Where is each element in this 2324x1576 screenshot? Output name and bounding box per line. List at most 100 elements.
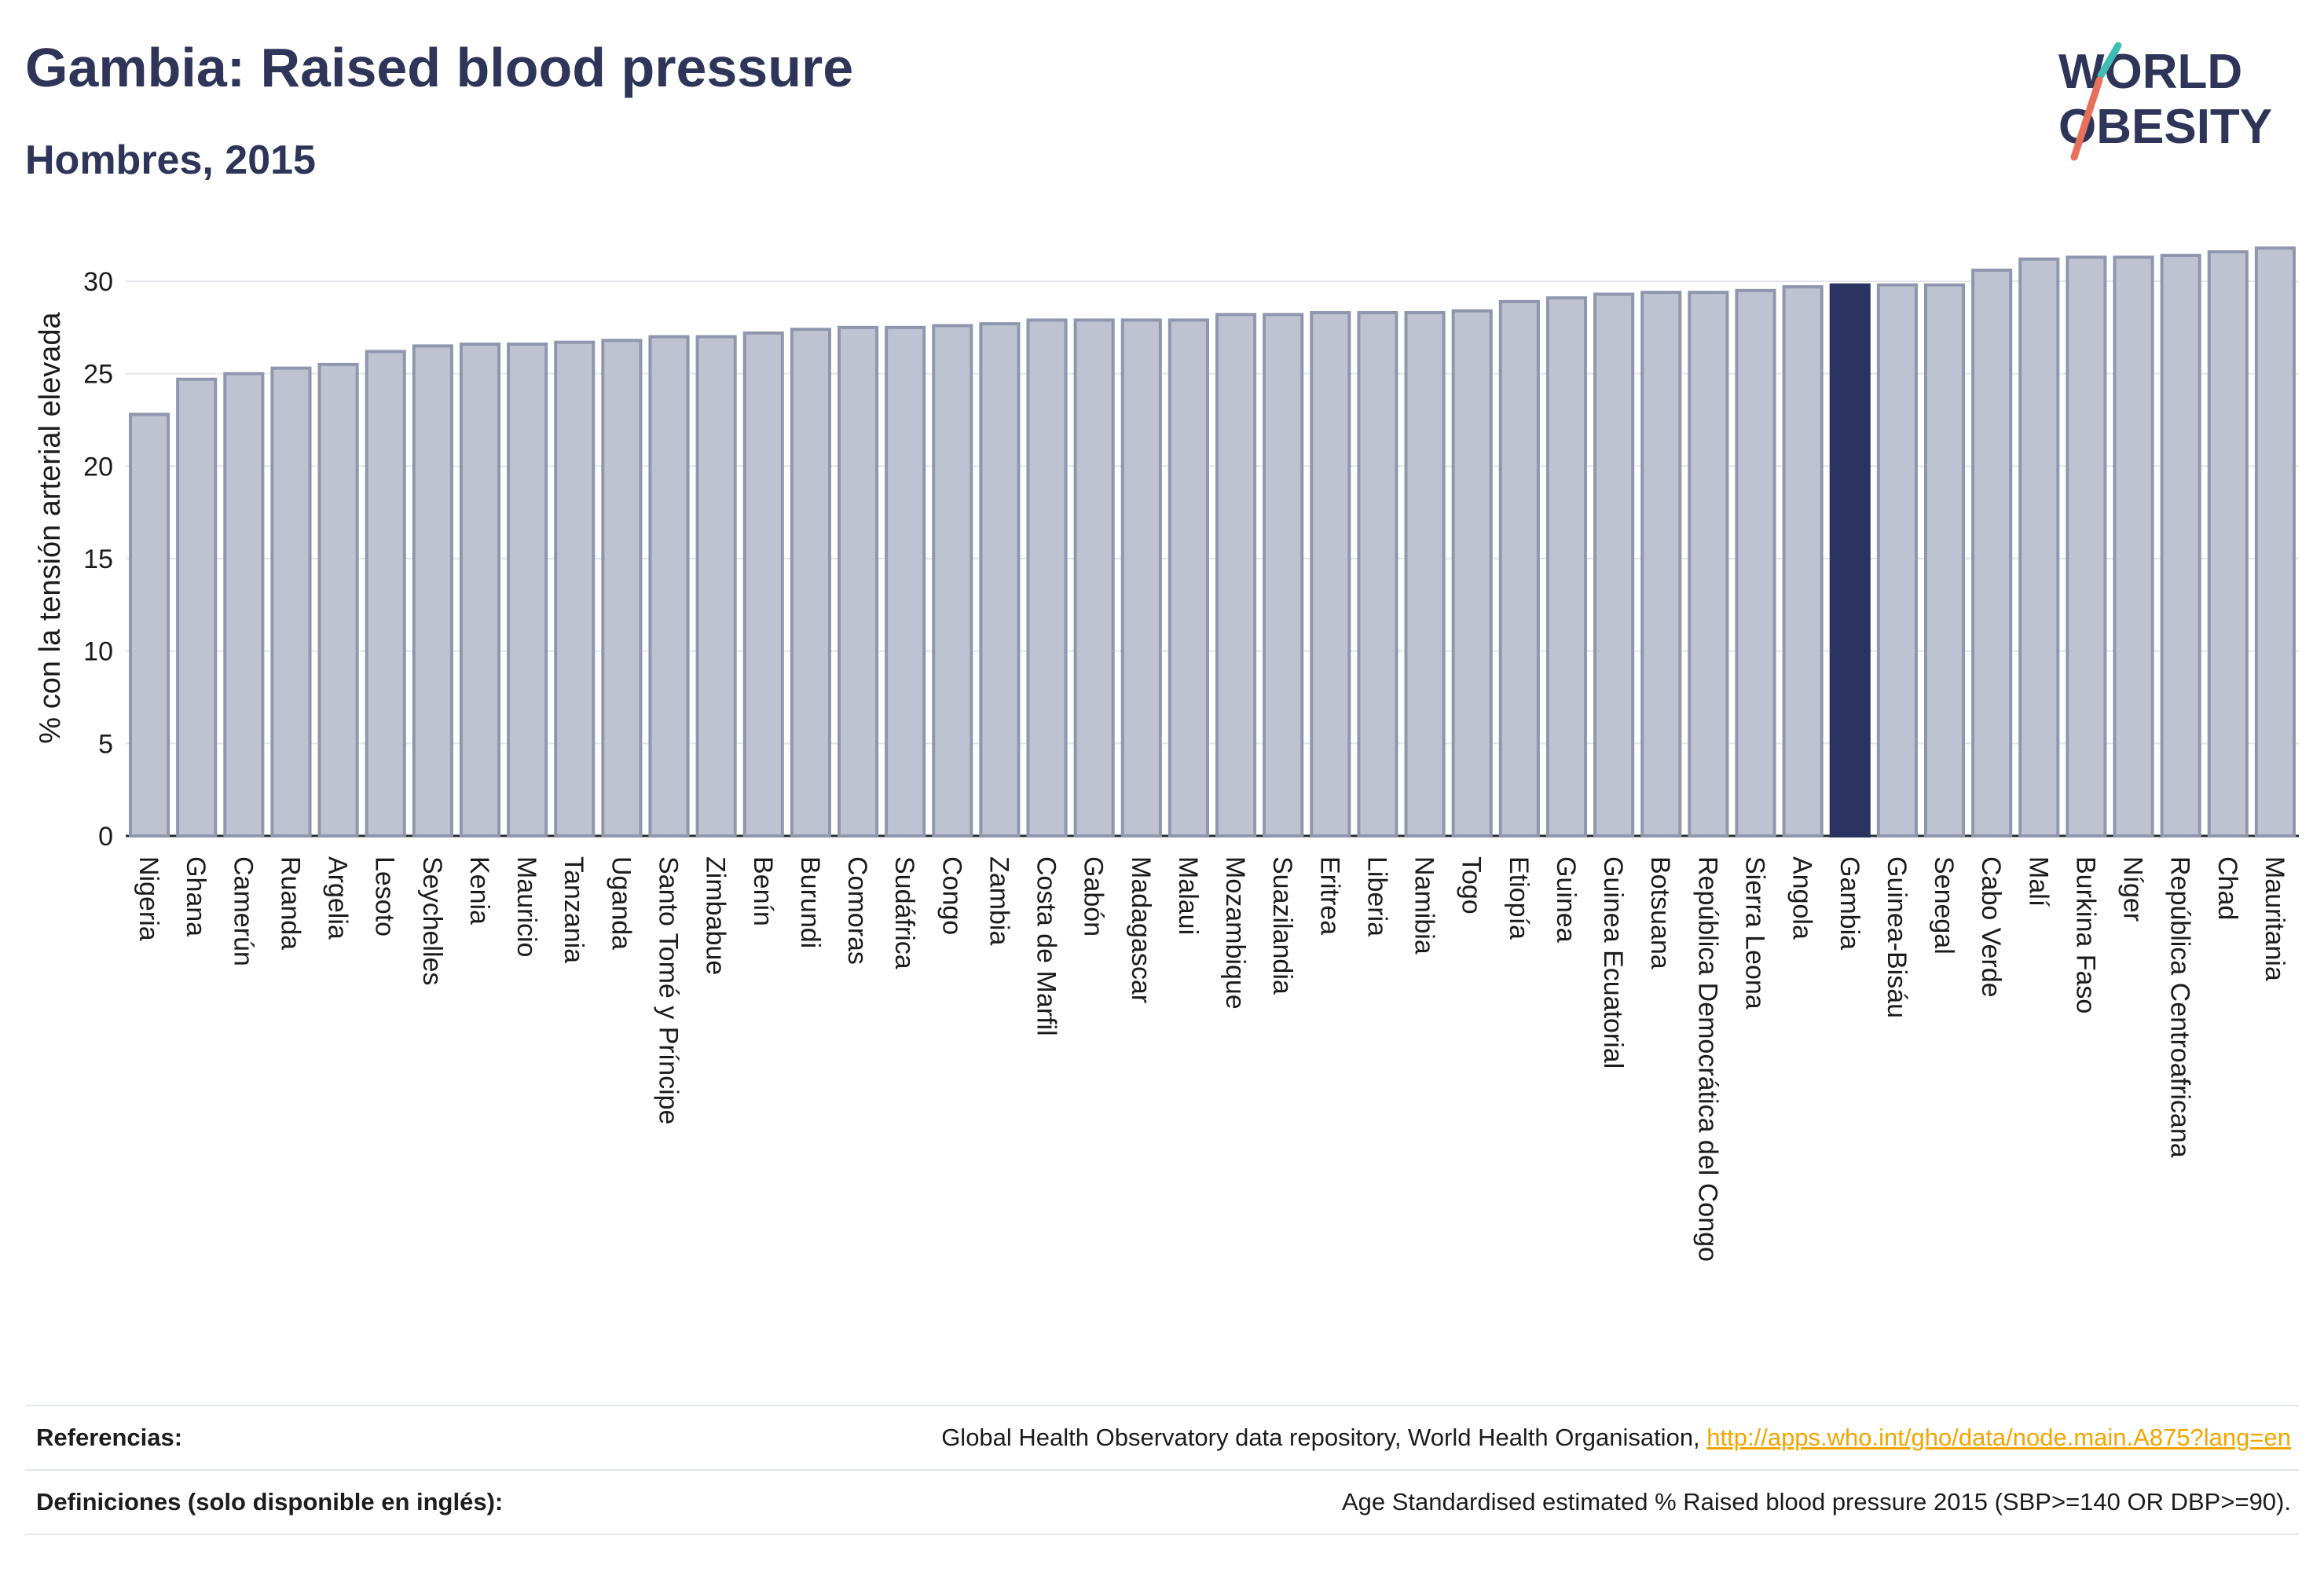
- bar: [317, 362, 359, 837]
- references-link[interactable]: http://apps.who.int/gho/data/node.main.A…: [1706, 1424, 2291, 1451]
- bar: [1923, 283, 1966, 837]
- bar: [601, 339, 643, 838]
- bar: [979, 322, 1021, 838]
- world-obesity-logo: WORLD OBESITY: [2058, 42, 2272, 161]
- bar: [270, 366, 312, 837]
- bars: [129, 246, 2296, 838]
- y-tick-label: 15: [83, 544, 113, 574]
- bar: [2207, 250, 2249, 837]
- x-tick-label: Cabo Verde: [1976, 856, 2006, 998]
- bar: [554, 340, 596, 838]
- y-tick-label: 5: [98, 729, 113, 759]
- bar: [1026, 318, 1068, 838]
- x-tick-label: Ghana: [181, 856, 211, 936]
- bar: [2018, 257, 2060, 837]
- x-tick-label: Suazilandia: [1267, 856, 1297, 995]
- y-tick-label: 0: [98, 822, 113, 852]
- bar: [695, 335, 737, 838]
- bar: [129, 412, 170, 837]
- bar: [1404, 311, 1446, 837]
- y-axis-title: % con la tensión arterial elevada: [34, 312, 67, 744]
- logo-text-world: WORLD: [2058, 45, 2242, 99]
- logo-slash-teal: [2097, 42, 2122, 79]
- definitions-label: Definiciones (solo disponible en inglés)…: [36, 1488, 504, 1516]
- x-tick-label: Malaui: [1173, 856, 1203, 935]
- x-tick-label: Lesoto: [370, 856, 400, 936]
- bar: [2160, 254, 2201, 837]
- bar: [837, 325, 879, 838]
- x-tick-label: Eritrea: [1314, 856, 1344, 935]
- x-tick-label: Chad: [2212, 856, 2242, 920]
- bar: [1593, 292, 1635, 837]
- bar: [1451, 309, 1493, 837]
- x-tick-label: Mauritania: [2260, 856, 2289, 981]
- x-tick-label: Ruanda: [275, 856, 305, 950]
- bar: [1971, 268, 2013, 837]
- bar: [1167, 318, 1209, 838]
- y-tick-labels: 0 5 10 15 20 25 30: [83, 267, 113, 852]
- references-value: Global Health Observatory data repositor…: [941, 1424, 2299, 1452]
- x-tick-label: Senegal: [1929, 856, 1959, 955]
- x-tick-label: Mauricio: [511, 856, 541, 957]
- definitions-text: Age Standardised estimated % Raised bloo…: [1341, 1488, 2291, 1516]
- x-tick-label: Seychelles: [417, 856, 447, 985]
- bar: [176, 377, 218, 837]
- x-tick-label: Congo: [937, 856, 966, 935]
- x-tick-label: Argelia: [323, 856, 353, 940]
- references-label: Referencias:: [36, 1424, 183, 1451]
- bar: [648, 335, 690, 838]
- x-tick-label: Burkina Faso: [2070, 856, 2100, 1013]
- x-tick-label: Uganda: [606, 856, 636, 950]
- definitions-row: Definiciones (solo disponible en inglés)…: [25, 1469, 2299, 1535]
- x-tick-label: Gabón: [1079, 856, 1109, 936]
- x-tick-label: Togo: [1457, 856, 1486, 914]
- bar: [790, 328, 831, 838]
- x-tick-label: Costa de Marfil: [1032, 856, 1061, 1036]
- bar: [223, 372, 265, 837]
- bar: [365, 350, 406, 837]
- x-tick-label: Guinea-Bisáu: [1882, 856, 1912, 1018]
- bar: [1215, 313, 1257, 837]
- x-tick-label: Guinea: [1551, 856, 1581, 943]
- x-tick-label: Mozambique: [1220, 856, 1250, 1010]
- x-tick-label: Níger: [2118, 856, 2148, 922]
- x-tick-label: Guinea Ecuatorial: [1598, 856, 1628, 1068]
- x-tick-label: Botsuana: [1645, 856, 1675, 969]
- bar: [885, 325, 926, 838]
- x-tick-label: Gambia: [1835, 856, 1864, 950]
- bar: [2066, 255, 2107, 837]
- chart-subtitle: Hombres, 2015: [25, 137, 316, 183]
- x-tick-label: Burundi: [795, 856, 825, 948]
- bar-highlight: [1829, 283, 1871, 837]
- x-tick-label: Kenia: [464, 856, 494, 925]
- bar: [1688, 291, 1729, 837]
- bar: [1876, 283, 1918, 837]
- bar: [2113, 255, 2154, 837]
- bar: [1357, 311, 1398, 837]
- x-tick-label: República Democrática del Congo: [1692, 856, 1722, 1262]
- x-tick-label: Angola: [1787, 856, 1817, 940]
- x-tick-label: Madagascar: [1126, 856, 1156, 1003]
- x-tick-label: Zimbabue: [701, 856, 731, 975]
- bar: [1498, 299, 1540, 837]
- bar: [1263, 313, 1304, 837]
- x-tick-label: Liberia: [1362, 856, 1391, 936]
- bar: [1545, 296, 1588, 837]
- x-tick-label: Santo Tomé y Príncipe: [654, 856, 684, 1124]
- bar: [742, 331, 784, 838]
- bar: [1782, 285, 1824, 837]
- bar: [507, 343, 548, 838]
- x-tick-label: Namibia: [1409, 856, 1439, 955]
- footer: Referencias: Global Health Observatory d…: [25, 1405, 2299, 1535]
- x-tick-label: Nigeria: [134, 856, 163, 941]
- bar: [1120, 318, 1162, 838]
- x-tick-label: República Centroafricana: [2165, 856, 2195, 1158]
- bar: [2254, 246, 2296, 837]
- bar: [932, 324, 973, 838]
- bar: [1735, 288, 1776, 837]
- references-row: Referencias: Global Health Observatory d…: [25, 1405, 2299, 1469]
- x-tick-label: Sierra Leona: [1740, 856, 1770, 1010]
- x-tick-label: Zambia: [984, 856, 1014, 945]
- y-tick-label: 10: [83, 637, 113, 667]
- x-tick-label: Benín: [748, 856, 778, 926]
